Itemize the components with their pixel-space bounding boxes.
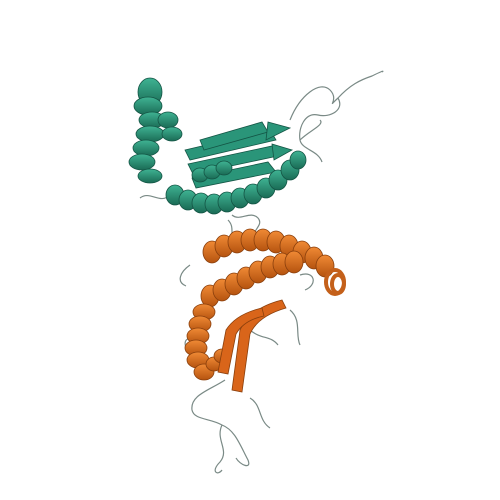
chain-b-helix xyxy=(200,250,304,308)
chain-a-helix xyxy=(191,160,233,183)
chain-a xyxy=(128,70,384,241)
chain-b xyxy=(179,219,346,474)
chain-a-coil xyxy=(289,70,384,163)
chain-a-helix xyxy=(165,150,307,215)
chain-a-helix xyxy=(128,77,183,184)
chain-b-sheet xyxy=(217,299,287,393)
chain-b-helix xyxy=(202,228,335,278)
chain-b-helix xyxy=(324,268,346,296)
chain-b-coil xyxy=(179,264,314,474)
